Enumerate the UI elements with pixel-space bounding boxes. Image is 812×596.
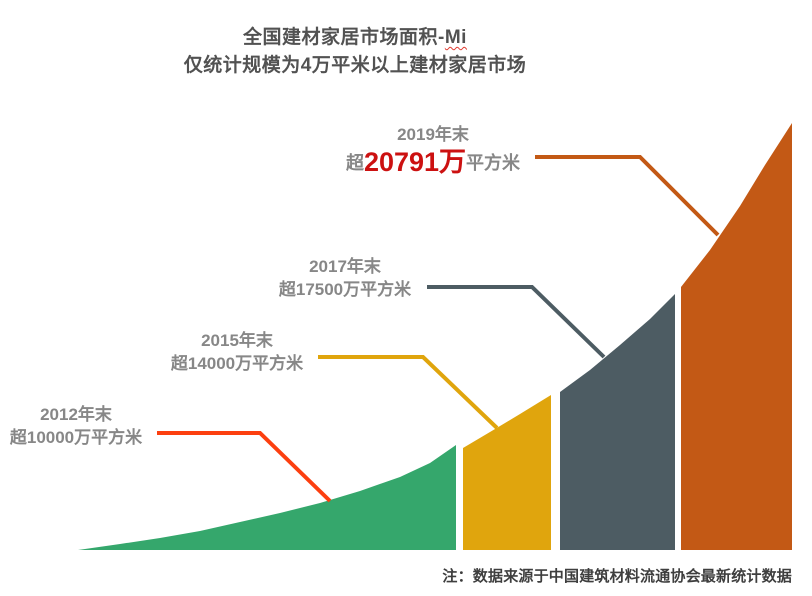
annotation-2019-number: 20791万: [363, 147, 467, 177]
callout-line-2019: [535, 155, 720, 237]
area-segment-2019: [681, 123, 792, 550]
callout-line-2015: [318, 355, 499, 430]
chart-subtitle: 仅统计规模为4万平米以上建材家居市场: [183, 55, 527, 76]
annotation-2019: 2019年末 超20791万平方米: [300, 123, 566, 178]
annotation-2015-number: 14000万: [187, 354, 253, 373]
chart-title: 全国建材家居市场面积-Mi: [0, 24, 710, 52]
annotation-2012-prefix: 超: [9, 428, 27, 447]
annotation-2017-year: 2017年末: [309, 257, 381, 276]
annotation-2015-year: 2015年末: [201, 331, 273, 350]
annotation-2012: 2012年末 超10000万平方米: [0, 403, 152, 449]
area-segment-2015: [463, 395, 551, 550]
annotation-2015: 2015年末 超14000万平方米: [135, 329, 339, 375]
annotation-2019-prefix: 超: [345, 153, 364, 173]
callout-line-2012: [157, 431, 332, 503]
data-source-note: 注：数据来源于中国建筑材料流通协会最新统计数据: [442, 568, 792, 585]
annotation-2012-year: 2012年末: [40, 405, 112, 424]
annotation-2017-value: 超17500万平方米: [243, 278, 447, 301]
area-segment-2012: [78, 445, 456, 550]
annotation-2017-number: 17500万: [295, 280, 361, 299]
callout-line-2017: [427, 285, 606, 359]
annotation-2015-prefix: 超: [170, 354, 188, 373]
area-segment-2017: [560, 294, 675, 550]
annotation-2012-number: 10000万: [26, 428, 92, 447]
annotation-2017-unit: 平方米: [360, 280, 412, 299]
chart-title-text: 全国建材家居市场面积-: [243, 27, 445, 48]
chart-title-suffix: Mi: [444, 27, 467, 48]
annotation-2017-prefix: 超: [278, 280, 296, 299]
annotation-2012-unit: 平方米: [91, 428, 143, 447]
annotation-2015-unit: 平方米: [252, 354, 304, 373]
annotation-2012-value: 超10000万平方米: [0, 426, 152, 449]
annotation-2015-value: 超14000万平方米: [135, 352, 339, 375]
chart-title-block: 全国建材家居市场面积-Mi 仅统计规模为4万平米以上建材家居市场: [0, 24, 710, 80]
annotation-2017: 2017年末 超17500万平方米: [243, 255, 447, 301]
annotation-2019-unit: 平方米: [466, 153, 521, 173]
annotation-2019-year: 2019年末: [397, 125, 469, 144]
annotation-2019-value: 超20791万平方米: [300, 147, 566, 178]
